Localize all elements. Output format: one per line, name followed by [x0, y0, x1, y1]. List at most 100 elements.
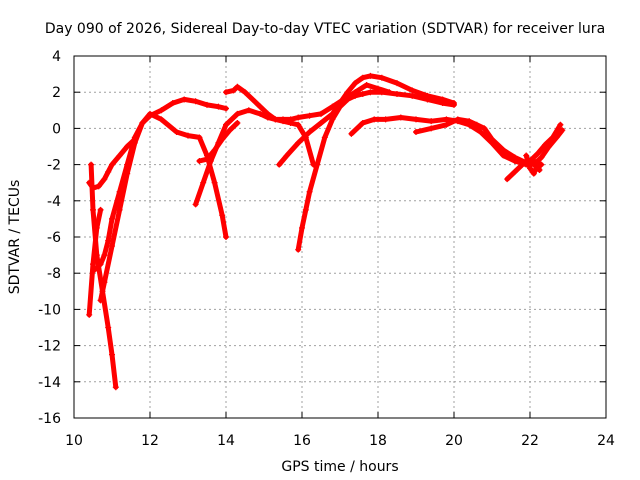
data-point-marker — [394, 91, 400, 98]
data-point-marker — [116, 206, 123, 213]
data-point-marker — [451, 101, 457, 108]
data-point-marker — [105, 168, 112, 175]
data-point-marker — [295, 139, 302, 146]
y-tick-label: -4 — [47, 194, 61, 210]
x-axis-label: GPS time / hours — [281, 459, 398, 475]
y-tick-label: -16 — [38, 411, 61, 427]
data-point-marker — [223, 105, 229, 112]
data-point-marker — [105, 237, 112, 244]
series-line-track-h — [223, 82, 392, 122]
data-point-marker — [276, 161, 283, 168]
data-point-marker — [230, 87, 237, 94]
y-tick-label: -6 — [47, 230, 61, 246]
x-tick-label: 20 — [445, 433, 463, 449]
x-tick-label: 24 — [597, 433, 615, 449]
data-point-marker — [101, 176, 108, 183]
data-point-marker — [557, 121, 564, 128]
data-point-marker — [359, 91, 366, 98]
data-point-marker — [306, 129, 313, 136]
data-point-marker — [226, 127, 233, 134]
data-point-marker — [257, 110, 264, 117]
y-tick-label: -14 — [38, 375, 61, 391]
data-point-marker — [314, 161, 321, 168]
data-point-marker — [91, 266, 98, 273]
data-point-marker — [109, 215, 115, 222]
data-point-marker — [318, 110, 324, 117]
data-point-marker — [439, 100, 446, 107]
data-point-marker — [318, 119, 324, 126]
series-line-track-l — [413, 116, 565, 168]
data-point-marker — [534, 161, 541, 168]
x-tick-label: 14 — [217, 433, 235, 449]
data-point-marker — [536, 167, 543, 174]
data-point-marker — [249, 96, 256, 103]
data-point-marker — [352, 92, 359, 99]
data-point-marker — [97, 261, 104, 268]
data-point-marker — [173, 129, 180, 136]
data-point-marker — [477, 129, 484, 136]
y-tick-label: -10 — [38, 302, 61, 318]
data-point-marker — [219, 136, 226, 143]
data-point-marker — [363, 81, 370, 88]
data-point-marker — [481, 125, 488, 132]
data-point-marker — [185, 132, 191, 139]
data-point-marker — [192, 201, 199, 208]
data-point-marker — [272, 116, 279, 123]
y-tick-label: -2 — [47, 158, 61, 174]
data-point-marker — [90, 185, 96, 192]
data-point-marker — [192, 98, 199, 105]
x-tick-label: 18 — [369, 433, 387, 449]
data-point-marker — [86, 179, 93, 186]
data-point-marker — [139, 119, 146, 126]
y-tick-label: 4 — [52, 49, 61, 65]
x-tick-label: 10 — [65, 433, 83, 449]
data-point-marker — [344, 89, 351, 96]
data-point-marker — [124, 143, 131, 150]
data-point-marker — [219, 212, 226, 219]
data-point-marker — [329, 116, 336, 123]
data-point-marker — [116, 152, 123, 159]
data-point-marker — [109, 161, 115, 168]
data-point-marker — [223, 234, 229, 240]
data-point-marker — [181, 96, 188, 103]
data-point-marker — [90, 206, 96, 213]
data-point-marker — [211, 179, 218, 186]
data-point-marker — [382, 116, 389, 123]
data-point-marker — [88, 161, 95, 168]
data-point-marker — [367, 72, 374, 79]
data-point-marker — [93, 224, 100, 231]
data-point-marker — [196, 157, 203, 164]
data-point-marker — [101, 279, 108, 286]
data-point-marker — [337, 103, 343, 110]
data-point-marker — [86, 311, 93, 318]
data-point-marker — [424, 96, 431, 103]
data-point-marker — [527, 165, 533, 172]
data-point-marker — [215, 103, 222, 110]
data-point-marker — [466, 118, 473, 125]
data-point-marker — [109, 351, 115, 358]
chart-title: Day 090 of 2026, Sidereal Day-to-day VTE… — [45, 21, 605, 37]
data-point-marker — [359, 74, 366, 81]
data-point-marker — [378, 74, 385, 81]
data-point-marker — [306, 112, 313, 119]
series-layer — [86, 72, 566, 391]
y-tick-label: 0 — [52, 121, 61, 137]
data-point-marker — [97, 206, 104, 213]
x-tick-label: 16 — [293, 433, 311, 449]
data-point-marker — [302, 206, 309, 213]
data-point-marker — [264, 110, 271, 117]
data-point-marker — [223, 121, 229, 128]
data-point-marker — [223, 89, 229, 96]
data-point-marker — [295, 121, 302, 128]
data-point-marker — [378, 89, 385, 96]
data-point-marker — [158, 107, 165, 114]
data-point-marker — [204, 156, 210, 163]
y-tick-label: 2 — [52, 85, 61, 101]
data-point-marker — [359, 119, 366, 126]
data-point-marker — [511, 154, 518, 161]
data-point-marker — [443, 116, 450, 123]
series-line-track-e — [98, 111, 229, 303]
data-point-marker — [90, 261, 96, 268]
y-axis-label: SDTVAR / TECUs — [7, 180, 23, 295]
